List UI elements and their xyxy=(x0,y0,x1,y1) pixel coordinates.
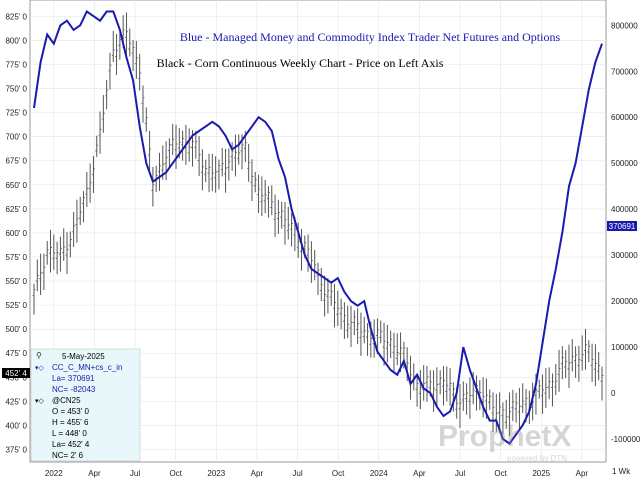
last-price-tag-label: 452' 4 xyxy=(5,369,27,378)
left-tick-label: 725' 0 xyxy=(5,109,27,118)
interval-label: 1 Wk xyxy=(612,467,631,476)
right-tick-label: 200000 xyxy=(611,297,638,306)
x-tick-label: Apr xyxy=(576,469,589,478)
info-low: L = 448' 0 xyxy=(52,429,87,438)
x-tick-label: 2022 xyxy=(45,469,63,478)
left-tick-label: 625' 0 xyxy=(5,205,27,214)
last-price-tag: 452' 4 xyxy=(2,368,30,378)
right-tick-label: 800000 xyxy=(611,21,638,30)
left-tick-label: 525' 0 xyxy=(5,301,27,310)
info-high: H = 455' 6 xyxy=(52,418,89,427)
left-tick-label: 425' 0 xyxy=(5,397,27,406)
right-tick-label: 700000 xyxy=(611,67,638,76)
left-tick-label: 800' 0 xyxy=(5,36,27,45)
right-tick-label: 100000 xyxy=(611,343,638,352)
watermark-sub: powered by DTN xyxy=(507,454,567,463)
info-series2-name: @CN25 xyxy=(52,396,81,405)
watermark: ProphetX powered by DTN xyxy=(438,420,571,463)
info-netchange: NC= 2' 6 xyxy=(52,451,84,460)
left-tick-label: 775' 0 xyxy=(5,60,27,69)
collapse-icon-2: ▾◇ xyxy=(35,398,45,405)
left-tick-label: 400' 0 xyxy=(5,421,27,430)
x-tick-label: Jul xyxy=(455,469,465,478)
left-tick-label: 650' 0 xyxy=(5,181,27,190)
info-last: La= 452' 4 xyxy=(52,440,90,449)
right-tick-label: 400000 xyxy=(611,205,638,214)
title-black: Black - Corn Continuous Weekly Chart - P… xyxy=(157,56,444,70)
x-tick-label: Jul xyxy=(130,469,140,478)
x-tick-label: 2025 xyxy=(532,469,550,478)
left-tick-label: 475' 0 xyxy=(5,349,27,358)
info-date: 5-May-2025 xyxy=(62,352,105,361)
left-tick-label: 750' 0 xyxy=(5,85,27,94)
search-icon: ⚲ xyxy=(36,351,42,360)
x-tick-label: 2024 xyxy=(370,469,388,478)
info-series1-name: CC_C_MN+cs_c_in xyxy=(52,363,122,372)
x-tick-label: Jul xyxy=(292,469,302,478)
right-tick-label: 600000 xyxy=(611,113,638,122)
cot-series-line xyxy=(33,10,603,445)
x-tick-label: Apr xyxy=(413,469,426,478)
x-tick-label: Oct xyxy=(494,469,507,478)
left-tick-label: 600' 0 xyxy=(5,229,27,238)
left-tick-label: 675' 0 xyxy=(5,157,27,166)
x-axis: 2022 Apr Jul Oct 2023 Apr Jul Oct 2024 Apr Jul Oct 2… xyxy=(45,469,588,478)
right-tick-label: 500000 xyxy=(611,159,638,168)
x-tick-label: 2023 xyxy=(207,469,225,478)
info-open: O = 453' 0 xyxy=(52,407,89,416)
right-tick-label: 0 xyxy=(611,389,616,398)
x-tick-label: Apr xyxy=(251,469,264,478)
right-axis: -100000 0 100000 200000 300000 400000 500000 60… xyxy=(611,21,640,444)
left-tick-label: 375' 0 xyxy=(5,445,27,454)
last-cot-tag: 370691 xyxy=(607,221,637,231)
x-tick-label: Apr xyxy=(88,469,101,478)
left-tick-label: 700' 0 xyxy=(5,133,27,142)
x-tick-label: Oct xyxy=(332,469,345,478)
right-tick-label: -100000 xyxy=(611,435,640,444)
collapse-icon: ▾◇ xyxy=(35,365,45,372)
left-tick-label: 500' 0 xyxy=(5,325,27,334)
left-tick-label: 825' 0 xyxy=(5,12,27,21)
watermark-brand: ProphetX xyxy=(438,420,571,453)
info-series1-la: La= 370691 xyxy=(52,374,95,383)
x-tick-label: Oct xyxy=(169,469,182,478)
price-bars xyxy=(32,12,604,436)
left-tick-label: 575' 0 xyxy=(5,253,27,262)
last-cot-tag-label: 370691 xyxy=(609,222,636,231)
info-box: ⚲ 5-May-2025 ▾◇ CC_C_MN+cs_c_in La= 3706… xyxy=(30,348,141,462)
right-tick-label: 300000 xyxy=(611,251,638,260)
left-tick-label: 550' 0 xyxy=(5,277,27,286)
title-blue: Blue - Managed Money and Commodity Index… xyxy=(180,30,561,44)
info-series1-nc: NC= -82043 xyxy=(52,385,96,394)
